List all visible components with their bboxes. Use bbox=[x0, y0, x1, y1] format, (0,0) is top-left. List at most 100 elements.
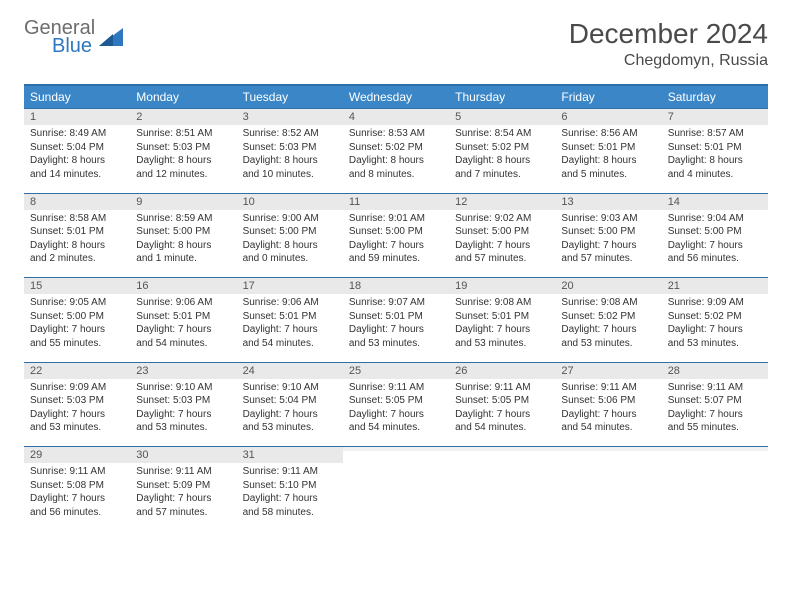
day-details: Sunrise: 9:04 AMSunset: 5:00 PMDaylight:… bbox=[662, 210, 768, 274]
day-line: and 10 minutes. bbox=[243, 168, 337, 182]
day-line: Sunrise: 8:54 AM bbox=[455, 127, 549, 141]
logo-text: General Blue bbox=[24, 18, 95, 56]
day-line: Daylight: 8 hours bbox=[561, 154, 655, 168]
day-details: Sunrise: 9:05 AMSunset: 5:00 PMDaylight:… bbox=[24, 294, 130, 358]
day-line: Daylight: 7 hours bbox=[561, 323, 655, 337]
day-number: 22 bbox=[24, 363, 130, 379]
day-line: and 58 minutes. bbox=[243, 506, 337, 520]
day-line: and 14 minutes. bbox=[30, 168, 124, 182]
day-line: and 54 minutes. bbox=[455, 421, 549, 435]
day-line: and 0 minutes. bbox=[243, 252, 337, 266]
day-line: Sunset: 5:03 PM bbox=[30, 394, 124, 408]
day-line: Sunrise: 8:57 AM bbox=[668, 127, 762, 141]
day-number: 23 bbox=[130, 363, 236, 379]
day-line: and 53 minutes. bbox=[30, 421, 124, 435]
weekday-header: Tuesday bbox=[237, 85, 343, 109]
day-number: 30 bbox=[130, 447, 236, 463]
calendar-day-cell: 5Sunrise: 8:54 AMSunset: 5:02 PMDaylight… bbox=[449, 109, 555, 190]
calendar-day-cell bbox=[662, 447, 768, 528]
day-line: Sunset: 5:00 PM bbox=[561, 225, 655, 239]
day-details: Sunrise: 9:09 AMSunset: 5:03 PMDaylight:… bbox=[24, 379, 130, 443]
calendar-day-cell: 26Sunrise: 9:11 AMSunset: 5:05 PMDayligh… bbox=[449, 362, 555, 443]
day-line: Sunrise: 8:56 AM bbox=[561, 127, 655, 141]
day-line: Daylight: 8 hours bbox=[455, 154, 549, 168]
calendar-day-cell: 24Sunrise: 9:10 AMSunset: 5:04 PMDayligh… bbox=[237, 362, 343, 443]
day-details: Sunrise: 9:02 AMSunset: 5:00 PMDaylight:… bbox=[449, 210, 555, 274]
calendar-day-cell: 27Sunrise: 9:11 AMSunset: 5:06 PMDayligh… bbox=[555, 362, 661, 443]
day-line: and 57 minutes. bbox=[561, 252, 655, 266]
day-line: Daylight: 8 hours bbox=[668, 154, 762, 168]
day-line: Sunset: 5:05 PM bbox=[455, 394, 549, 408]
day-line: Sunset: 5:01 PM bbox=[349, 310, 443, 324]
calendar-day-cell: 8Sunrise: 8:58 AMSunset: 5:01 PMDaylight… bbox=[24, 193, 130, 274]
day-details: Sunrise: 9:06 AMSunset: 5:01 PMDaylight:… bbox=[237, 294, 343, 358]
day-line: Daylight: 7 hours bbox=[349, 408, 443, 422]
day-line: Sunrise: 9:04 AM bbox=[668, 212, 762, 226]
day-number: 28 bbox=[662, 363, 768, 379]
calendar-day-cell: 16Sunrise: 9:06 AMSunset: 5:01 PMDayligh… bbox=[130, 278, 236, 359]
day-number: 14 bbox=[662, 194, 768, 210]
day-line: Daylight: 7 hours bbox=[668, 239, 762, 253]
day-number: 15 bbox=[24, 278, 130, 294]
day-line: Sunrise: 9:07 AM bbox=[349, 296, 443, 310]
day-line: Sunset: 5:02 PM bbox=[561, 310, 655, 324]
calendar-week-row: 22Sunrise: 9:09 AMSunset: 5:03 PMDayligh… bbox=[24, 362, 768, 443]
day-line: and 56 minutes. bbox=[668, 252, 762, 266]
day-line: and 12 minutes. bbox=[136, 168, 230, 182]
day-line: Daylight: 7 hours bbox=[243, 492, 337, 506]
day-line: Daylight: 8 hours bbox=[136, 154, 230, 168]
day-details: Sunrise: 8:56 AMSunset: 5:01 PMDaylight:… bbox=[555, 125, 661, 189]
day-number: 19 bbox=[449, 278, 555, 294]
day-line: Daylight: 8 hours bbox=[30, 154, 124, 168]
day-line: and 55 minutes. bbox=[668, 421, 762, 435]
calendar-header-row: SundayMondayTuesdayWednesdayThursdayFrid… bbox=[24, 85, 768, 109]
day-line: and 53 minutes. bbox=[349, 337, 443, 351]
day-number: 5 bbox=[449, 109, 555, 125]
day-line: Sunset: 5:01 PM bbox=[243, 310, 337, 324]
day-line: Sunset: 5:03 PM bbox=[243, 141, 337, 155]
day-line: and 8 minutes. bbox=[349, 168, 443, 182]
day-line: and 57 minutes. bbox=[455, 252, 549, 266]
day-details: Sunrise: 9:08 AMSunset: 5:01 PMDaylight:… bbox=[449, 294, 555, 358]
day-number: 2 bbox=[130, 109, 236, 125]
day-line: Daylight: 7 hours bbox=[455, 239, 549, 253]
location-label: Chegdomyn, Russia bbox=[569, 52, 768, 70]
day-line: Sunrise: 8:52 AM bbox=[243, 127, 337, 141]
day-line: Sunset: 5:00 PM bbox=[668, 225, 762, 239]
day-line: and 54 minutes. bbox=[243, 337, 337, 351]
logo-triangle-icon bbox=[99, 28, 123, 46]
calendar-week-row: 1Sunrise: 8:49 AMSunset: 5:04 PMDaylight… bbox=[24, 109, 768, 190]
day-line: Sunrise: 8:58 AM bbox=[30, 212, 124, 226]
day-line: Daylight: 7 hours bbox=[243, 323, 337, 337]
calendar-day-cell: 20Sunrise: 9:08 AMSunset: 5:02 PMDayligh… bbox=[555, 278, 661, 359]
day-line: Sunset: 5:02 PM bbox=[668, 310, 762, 324]
calendar-day-cell: 3Sunrise: 8:52 AMSunset: 5:03 PMDaylight… bbox=[237, 109, 343, 190]
calendar-week-row: 8Sunrise: 8:58 AMSunset: 5:01 PMDaylight… bbox=[24, 193, 768, 274]
day-details: Sunrise: 9:01 AMSunset: 5:00 PMDaylight:… bbox=[343, 210, 449, 274]
day-line: Sunset: 5:09 PM bbox=[136, 479, 230, 493]
day-details bbox=[555, 451, 661, 499]
day-line: Sunrise: 9:08 AM bbox=[561, 296, 655, 310]
day-line: Sunset: 5:01 PM bbox=[30, 225, 124, 239]
day-details: Sunrise: 8:51 AMSunset: 5:03 PMDaylight:… bbox=[130, 125, 236, 189]
day-number: 3 bbox=[237, 109, 343, 125]
day-line: Daylight: 8 hours bbox=[243, 239, 337, 253]
day-number: 31 bbox=[237, 447, 343, 463]
day-line: Sunrise: 8:51 AM bbox=[136, 127, 230, 141]
calendar-day-cell: 18Sunrise: 9:07 AMSunset: 5:01 PMDayligh… bbox=[343, 278, 449, 359]
day-details: Sunrise: 8:59 AMSunset: 5:00 PMDaylight:… bbox=[130, 210, 236, 274]
day-line: and 7 minutes. bbox=[455, 168, 549, 182]
month-title: December 2024 bbox=[569, 18, 768, 50]
day-details: Sunrise: 9:03 AMSunset: 5:00 PMDaylight:… bbox=[555, 210, 661, 274]
weekday-header: Sunday bbox=[24, 85, 130, 109]
day-line: and 55 minutes. bbox=[30, 337, 124, 351]
calendar-day-cell: 21Sunrise: 9:09 AMSunset: 5:02 PMDayligh… bbox=[662, 278, 768, 359]
day-line: Sunrise: 9:11 AM bbox=[455, 381, 549, 395]
calendar-day-cell: 17Sunrise: 9:06 AMSunset: 5:01 PMDayligh… bbox=[237, 278, 343, 359]
logo-blue: Blue bbox=[52, 36, 95, 56]
day-line: Sunrise: 9:10 AM bbox=[243, 381, 337, 395]
day-line: Sunrise: 9:01 AM bbox=[349, 212, 443, 226]
day-details: Sunrise: 9:10 AMSunset: 5:03 PMDaylight:… bbox=[130, 379, 236, 443]
logo: General Blue bbox=[24, 18, 123, 56]
calendar-day-cell bbox=[449, 447, 555, 528]
